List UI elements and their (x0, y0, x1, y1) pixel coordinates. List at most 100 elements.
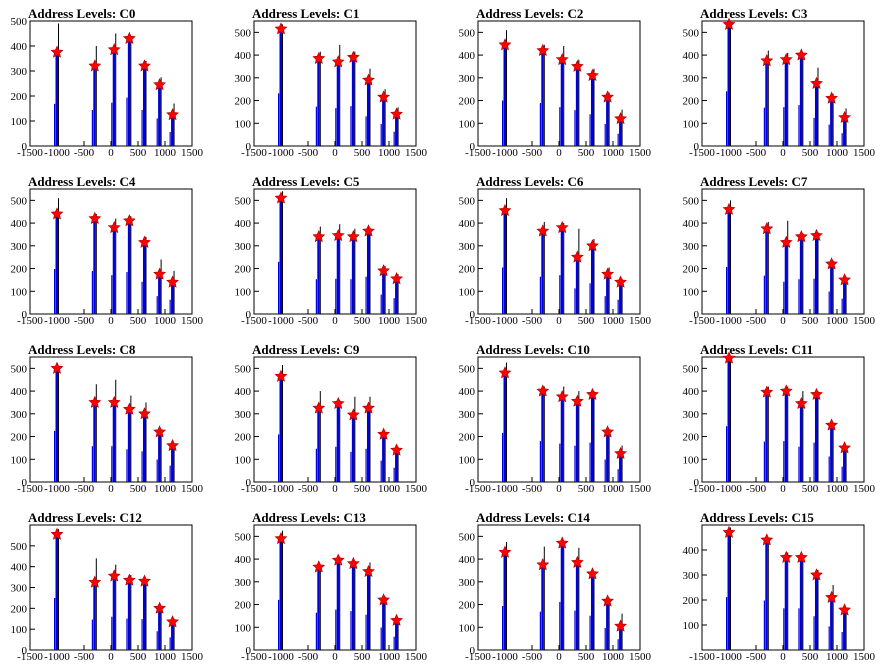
y-tick-label: 200 (235, 600, 252, 612)
y-tick-label: 100 (459, 118, 476, 130)
y-tick-label: 300 (11, 66, 28, 78)
x-tick-label: 500 (802, 483, 819, 495)
x-tick-label: 1000 (154, 147, 177, 159)
x-tick-label: -1500 (465, 147, 491, 159)
x-tick-label: 1000 (826, 147, 849, 159)
data-bar-secondary (539, 611, 541, 650)
chart-panel-0: Address Levels: C00100200300400500-1500-… (11, 6, 204, 159)
data-bar (351, 414, 355, 482)
x-tick-label: 1000 (154, 315, 177, 327)
x-tick-label: -1000 (44, 483, 70, 495)
level-marker (825, 257, 839, 270)
x-tick-label: 1500 (405, 315, 428, 327)
data-bar (382, 600, 385, 650)
data-bar-secondary (54, 597, 56, 650)
data-bar (382, 97, 385, 146)
chart-panel-3: Address Levels: C30100200300400500-1500-… (683, 6, 876, 159)
level-marker (825, 418, 839, 431)
x-tick-label: 1500 (853, 483, 876, 495)
data-bar (336, 403, 340, 482)
y-tick-label: 400 (683, 545, 700, 557)
x-tick-label: 1500 (629, 147, 652, 159)
level-marker (570, 394, 584, 407)
data-bar (830, 264, 833, 314)
data-bar-secondary (726, 426, 728, 482)
data-bar-secondary (380, 124, 382, 146)
data-bar (765, 392, 768, 482)
level-marker (138, 574, 151, 587)
y-tick-label: 400 (235, 386, 252, 398)
data-bar-secondary (763, 441, 765, 482)
level-marker (312, 560, 326, 573)
data-bar-secondary (502, 267, 504, 314)
data-bar-secondary (156, 296, 158, 314)
data-bar (619, 282, 622, 314)
data-bar (575, 257, 579, 314)
level-marker (614, 446, 627, 460)
data-bar (575, 562, 579, 650)
y-tick-label: 300 (683, 409, 700, 421)
level-marker (377, 264, 391, 277)
data-bar-secondary (126, 449, 128, 482)
chart-panel-1: Address Levels: C10100200300400500-1500-… (235, 6, 428, 159)
x-tick-label: 1000 (826, 483, 849, 495)
level-marker (153, 78, 167, 91)
x-tick-label: 0 (108, 651, 114, 663)
level-marker (614, 619, 627, 632)
x-tick-label: 0 (556, 651, 562, 663)
chart-title: Address Levels: C4 (28, 174, 136, 189)
y-tick-label: 100 (683, 286, 700, 298)
y-tick-label: 400 (235, 554, 252, 566)
data-bar-secondary (315, 106, 317, 146)
y-tick-label: 500 (235, 363, 252, 375)
chart-title: Address Levels: C14 (476, 510, 590, 525)
x-tick-label: 0 (108, 483, 114, 495)
level-marker (331, 553, 345, 566)
level-marker (794, 48, 808, 61)
level-marker (122, 214, 136, 227)
chart-title: Address Levels: C3 (700, 6, 808, 21)
y-tick-label: 200 (683, 432, 700, 444)
data-bar-secondary (604, 459, 606, 482)
chart-title: Address Levels: C6 (476, 174, 584, 189)
level-marker (810, 76, 823, 89)
chart-title: Address Levels: C5 (252, 174, 360, 189)
y-tick-label: 500 (235, 27, 252, 39)
data-bar-secondary (559, 107, 561, 146)
data-bar (55, 534, 58, 650)
level-marker (346, 556, 360, 570)
x-tick-label: -1000 (268, 147, 294, 159)
chart-title: Address Levels: C15 (700, 510, 814, 525)
data-bar-secondary (169, 637, 171, 650)
level-marker (362, 564, 375, 578)
data-bar-secondary (380, 294, 382, 314)
data-bar (142, 581, 146, 650)
chart-panel-5: Address Levels: C50100200300400500-1500-… (235, 174, 428, 327)
data-bar-secondary (841, 298, 843, 314)
y-tick-label: 500 (459, 363, 476, 375)
y-tick-label: 500 (11, 363, 28, 375)
x-tick-label: -1500 (689, 651, 715, 663)
data-bar-secondary (393, 467, 395, 482)
y-tick-label: 300 (235, 241, 252, 253)
x-tick-label: -500 (74, 651, 95, 663)
data-bar-secondary (278, 93, 280, 146)
y-tick-label: 400 (683, 50, 700, 62)
y-tick-label: 0 (246, 477, 252, 489)
level-marker (601, 425, 615, 438)
x-tick-label: 500 (802, 147, 819, 159)
chart-panel-4: Address Levels: C40100200300400500-1500-… (11, 174, 204, 327)
x-tick-label: -500 (522, 147, 543, 159)
data-bar-secondary (126, 97, 128, 146)
data-bar (171, 445, 174, 482)
data-bar-secondary (502, 432, 504, 482)
y-tick-label: 500 (683, 363, 700, 375)
x-tick-label: 1000 (602, 483, 625, 495)
x-tick-label: -1500 (689, 147, 715, 159)
data-bar (727, 532, 730, 650)
chart-title: Address Levels: C11 (700, 342, 813, 357)
data-bar (843, 610, 846, 650)
data-bar-secondary (111, 446, 113, 482)
level-marker (331, 228, 345, 242)
y-tick-label: 400 (11, 386, 28, 398)
